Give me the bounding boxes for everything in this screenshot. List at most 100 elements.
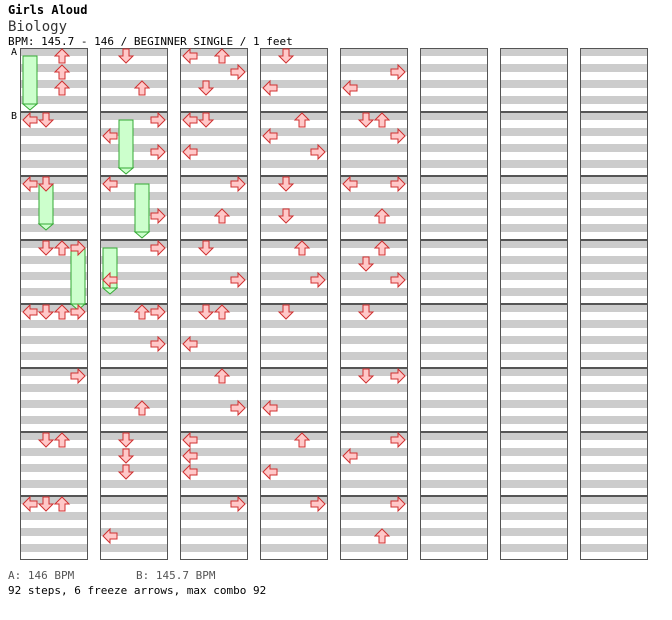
- measure-border: [500, 112, 568, 176]
- beat-band: [100, 320, 168, 328]
- measure-border: [420, 112, 488, 176]
- song-artist: Girls Aloud: [8, 3, 88, 17]
- beat-band: [500, 432, 568, 440]
- beat-band: [580, 144, 648, 152]
- measure-border: [340, 48, 408, 112]
- step-arrow-left-icon: [182, 143, 198, 161]
- beat-band: [420, 160, 488, 168]
- beat-band: [100, 384, 168, 392]
- freeze-arrow-tail: [133, 231, 151, 239]
- measure-border: [580, 176, 648, 240]
- beat-band: [500, 400, 568, 408]
- measure-border: [420, 368, 488, 432]
- beat-band: [420, 384, 488, 392]
- beat-band: [340, 336, 408, 344]
- beat-band: [500, 176, 568, 184]
- beat-band: [500, 96, 568, 104]
- beat-band: [420, 416, 488, 424]
- step-arrow-up-icon: [213, 48, 231, 64]
- beat-band: [20, 544, 88, 552]
- step-arrow-left-icon: [262, 79, 278, 97]
- beat-band: [340, 528, 408, 536]
- beat-band: [100, 416, 168, 424]
- measure-border: [580, 304, 648, 368]
- beat-band: [100, 224, 168, 232]
- measure-border: [420, 240, 488, 304]
- measure-border: [260, 176, 328, 240]
- beat-band: [260, 64, 328, 72]
- beat-band: [420, 96, 488, 104]
- beat-band: [260, 320, 328, 328]
- beat-band: [180, 288, 248, 296]
- beat-band: [500, 336, 568, 344]
- measure-border: [500, 432, 568, 496]
- beat-band: [420, 224, 488, 232]
- beat-band: [340, 48, 408, 56]
- measure-border: [180, 368, 248, 432]
- step-arrow-left-icon: [182, 447, 198, 465]
- beat-band: [260, 352, 328, 360]
- beat-band: [580, 384, 648, 392]
- beat-band: [20, 368, 88, 376]
- step-arrow-right-icon: [390, 175, 406, 193]
- beat-band: [340, 480, 408, 488]
- step-arrow-left-icon: [22, 111, 38, 129]
- beat-band: [580, 128, 648, 136]
- beat-band: [180, 544, 248, 552]
- beat-band: [180, 272, 248, 280]
- step-arrow-up-icon: [293, 432, 311, 448]
- beat-band: [580, 496, 648, 504]
- measure-border: [100, 112, 168, 176]
- step-arrow-down-icon: [117, 432, 135, 448]
- beat-band: [100, 272, 168, 280]
- beat-band: [180, 336, 248, 344]
- beat-band: [420, 336, 488, 344]
- beat-band: [20, 64, 88, 72]
- step-arrow-down-icon: [197, 80, 215, 96]
- step-arrow-left-icon: [182, 463, 198, 481]
- beat-band: [500, 368, 568, 376]
- beat-band: [20, 96, 88, 104]
- beat-band: [580, 352, 648, 360]
- beat-band: [20, 128, 88, 136]
- step-arrow-right-icon: [70, 239, 86, 257]
- measure-grid: [20, 48, 648, 560]
- beat-band: [580, 432, 648, 440]
- step-arrow-left-icon: [182, 431, 198, 449]
- measure-border: [420, 304, 488, 368]
- freeze-arrow-tail: [21, 103, 39, 111]
- beat-band: [20, 208, 88, 216]
- beat-band: [100, 208, 168, 216]
- beat-band: [180, 320, 248, 328]
- bpm-legend-b: B: 145.7 BPM: [136, 569, 216, 582]
- beat-band: [500, 256, 568, 264]
- beat-band: [420, 48, 488, 56]
- step-arrow-up-icon: [373, 112, 391, 128]
- beat-band: [100, 512, 168, 520]
- measure-border: [260, 496, 328, 560]
- step-arrow-right-icon: [150, 143, 166, 161]
- step-arrow-right-icon: [230, 495, 246, 513]
- beat-band: [260, 176, 328, 184]
- beat-band: [580, 544, 648, 552]
- step-arrow-left-icon: [22, 495, 38, 513]
- beat-band: [340, 192, 408, 200]
- beat-band: [420, 528, 488, 536]
- beat-band: [420, 192, 488, 200]
- step-arrow-right-icon: [150, 303, 166, 321]
- beat-band: [340, 64, 408, 72]
- measure-border: [180, 240, 248, 304]
- beat-band: [260, 272, 328, 280]
- beat-band: [420, 80, 488, 88]
- beat-band: [420, 64, 488, 72]
- beat-band: [100, 352, 168, 360]
- beat-band: [580, 304, 648, 312]
- step-arrow-down-icon: [117, 464, 135, 480]
- beat-band: [500, 352, 568, 360]
- step-arrow-left-icon: [182, 47, 198, 65]
- beat-band: [420, 240, 488, 248]
- beat-band: [340, 112, 408, 120]
- step-arrow-up-icon: [53, 240, 71, 256]
- beat-band: [180, 208, 248, 216]
- beat-band: [260, 304, 328, 312]
